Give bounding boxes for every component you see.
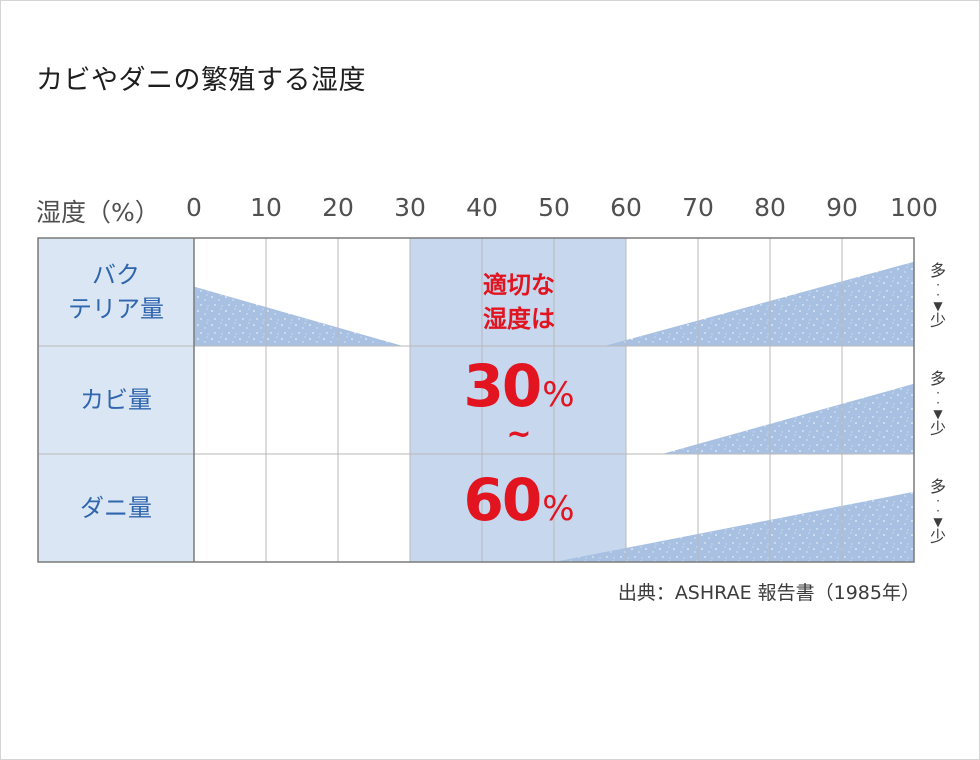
- x-axis-label: 湿度（%）: [36, 198, 160, 227]
- optimal-line1: 適切な: [483, 271, 555, 299]
- optimal-low-number: 30: [463, 352, 542, 420]
- source-note: 出典：ASHRAE 報告書（1985年）: [617, 582, 920, 604]
- wedge-1-2: [604, 261, 914, 346]
- x-tick-label: 20: [322, 193, 354, 222]
- scale-few-label: 少: [929, 419, 946, 438]
- row-label-line: テリア量: [68, 295, 164, 323]
- row-label-line: バク: [92, 261, 140, 289]
- x-tick-label: 70: [682, 193, 714, 222]
- scale-down-arrow-icon: ▼: [933, 299, 943, 313]
- chart-border: [37, 237, 915, 563]
- x-tick-label: 30: [394, 193, 426, 222]
- x-tick-label: 100: [890, 193, 938, 222]
- row-label-line: ダニ量: [80, 494, 152, 522]
- x-tick-label: 60: [610, 193, 642, 222]
- optimal-high-number: 60: [463, 466, 542, 534]
- wedge-3-1: [554, 491, 914, 562]
- x-tick-label: 0: [186, 193, 202, 222]
- scale-dots: · ·: [936, 386, 940, 410]
- row-label: バク テリア量: [38, 238, 194, 346]
- optimal-low-value: 30%: [410, 352, 628, 420]
- scale-few-label: 少: [929, 311, 946, 330]
- wedge-2-1: [662, 383, 914, 454]
- scale-indicator: 多 · · ▼ 少: [921, 370, 955, 438]
- optimal-heading: 適切な 湿度は: [410, 268, 628, 336]
- scale-down-arrow-icon: ▼: [933, 515, 943, 529]
- scale-indicator: 多 · · ▼ 少: [921, 262, 955, 330]
- scale-few-label: 少: [929, 527, 946, 546]
- scale-indicator: 多 · · ▼ 少: [921, 478, 955, 546]
- x-tick-label: 50: [538, 193, 570, 222]
- row-label: ダニ量: [38, 454, 194, 562]
- x-tick-label: 80: [754, 193, 786, 222]
- x-tick-label: 90: [826, 193, 858, 222]
- label-column-background: [38, 238, 194, 562]
- x-tick-label: 40: [466, 193, 498, 222]
- row-label-line: カビ量: [80, 386, 152, 414]
- scale-dots: · ·: [936, 278, 940, 302]
- optimal-tilde: ~: [506, 417, 532, 452]
- optimal-low-unit: %: [542, 375, 575, 415]
- optimal-line2: 湿度は: [483, 305, 555, 333]
- optimal-high-unit: %: [542, 489, 575, 529]
- scale-many-label: 多: [929, 369, 946, 388]
- chart-title: カビやダニの繁殖する湿度: [36, 65, 366, 96]
- row-label: カビ量: [38, 346, 194, 454]
- scale-down-arrow-icon: ▼: [933, 407, 943, 421]
- optimal-range-band: [410, 238, 626, 562]
- scale-dots: · ·: [936, 494, 940, 518]
- optimal-high-value: 60%: [410, 466, 628, 534]
- scale-many-label: 多: [929, 261, 946, 280]
- wedge-1-1: [194, 286, 403, 346]
- scale-many-label: 多: [929, 477, 946, 496]
- x-tick-label: 10: [250, 193, 282, 222]
